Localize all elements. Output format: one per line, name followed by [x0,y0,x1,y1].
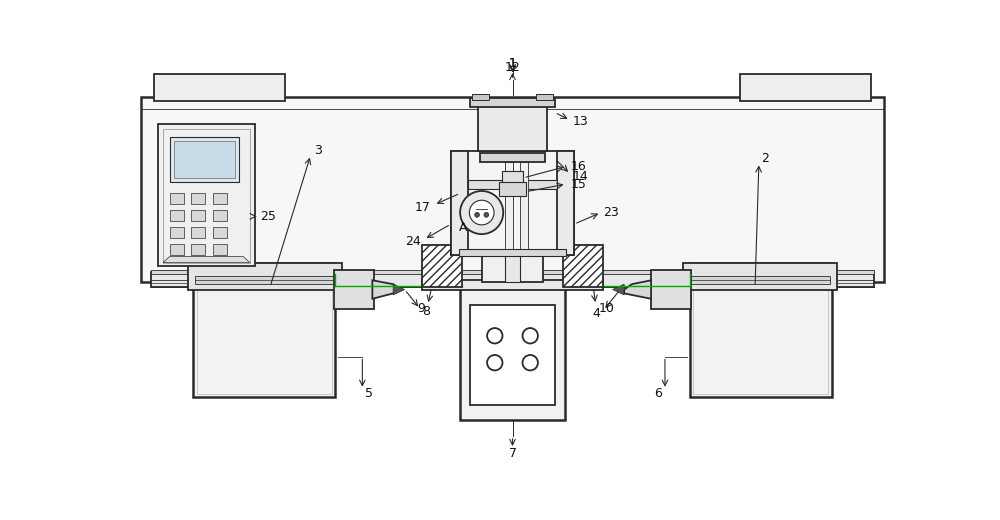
Text: 8: 8 [422,305,430,318]
Bar [163,128,250,263]
Polygon shape [624,280,651,299]
Bar [334,270,374,309]
Polygon shape [163,256,250,263]
Bar [460,282,565,421]
Bar [213,244,227,255]
Bar [191,210,205,221]
Text: 23: 23 [603,206,619,219]
Circle shape [523,328,538,343]
Bar [193,263,335,397]
Circle shape [484,213,489,217]
Text: 15: 15 [570,177,586,190]
Bar [191,244,205,255]
Polygon shape [613,284,624,295]
Bar [188,263,342,290]
Text: 2: 2 [761,152,769,165]
Bar [451,151,468,255]
Bar [505,255,520,282]
Bar [141,97,884,282]
Text: 10: 10 [599,302,615,315]
Text: 12: 12 [505,60,520,73]
Polygon shape [393,284,405,295]
Bar [468,180,557,189]
Bar [520,162,528,255]
Bar [213,210,227,221]
Bar [213,227,227,238]
Bar [499,182,526,196]
Bar [693,266,828,394]
Bar [170,210,184,221]
Polygon shape [372,280,401,299]
Text: 24: 24 [405,236,421,249]
Bar [195,277,334,284]
Bar [170,227,184,238]
Bar [197,266,332,394]
Bar [683,263,837,290]
Bar [470,305,555,405]
Bar [478,105,547,151]
Text: 9: 9 [418,302,425,315]
Bar [151,269,874,274]
Circle shape [460,191,503,234]
Bar [482,128,543,282]
Bar [170,193,184,204]
Circle shape [523,355,538,370]
Text: 25: 25 [260,210,276,223]
Bar [151,272,874,287]
Bar [505,162,512,255]
Text: 4: 4 [592,307,600,320]
Circle shape [469,200,494,225]
Bar [502,171,523,183]
Bar [170,244,184,255]
Circle shape [487,328,502,343]
Bar [158,124,255,266]
Bar [422,280,603,290]
Text: 5: 5 [365,387,373,400]
Bar [451,151,574,255]
Bar [472,94,489,100]
Bar [170,137,239,182]
Bar [174,141,235,178]
Bar [154,74,285,101]
Text: A: A [459,222,467,235]
Circle shape [475,213,479,217]
Bar [691,277,830,284]
Bar [422,245,462,287]
Bar [191,227,205,238]
Bar [459,249,566,256]
Bar [690,263,832,397]
Text: 16: 16 [570,160,586,173]
Bar [191,193,205,204]
Bar [563,245,603,287]
Text: 13: 13 [573,115,588,128]
Bar [470,98,555,107]
Text: 3: 3 [314,145,322,158]
Bar [536,94,553,100]
Text: 1: 1 [509,57,516,70]
Text: 17: 17 [415,201,431,214]
Bar [651,270,691,309]
Text: 1: 1 [509,57,516,70]
Text: 14: 14 [573,170,588,183]
Bar [557,151,574,255]
Bar [740,74,871,101]
Circle shape [487,355,502,370]
Bar [480,153,545,162]
Text: 7: 7 [509,447,516,460]
Text: 6: 6 [654,387,662,400]
Bar [213,193,227,204]
